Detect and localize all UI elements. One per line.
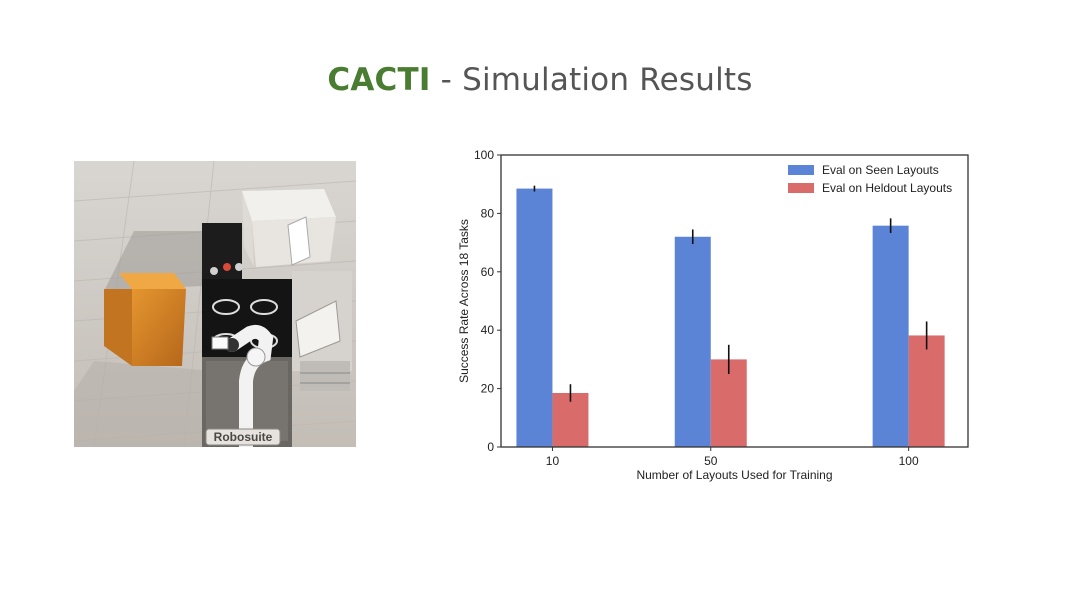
x-tick-label: 10 — [546, 454, 560, 468]
back-cabinet — [202, 223, 242, 279]
robosuite-watermark: Robosuite — [214, 430, 273, 444]
y-tick-label: 100 — [474, 148, 494, 162]
y-tick-label: 40 — [481, 323, 495, 337]
simulation-screenshot: Robosuite — [74, 161, 356, 447]
bar-seen-50 — [674, 236, 711, 447]
bar-seen-10 — [516, 188, 553, 447]
bars-layer — [516, 185, 945, 447]
bar-heldout-10 — [552, 392, 589, 447]
legend-label: Eval on Seen Layouts — [822, 163, 939, 177]
slide-title: CACTI - Simulation Results — [0, 62, 1080, 98]
title-rest: - Simulation Results — [430, 62, 753, 98]
y-tick-label: 20 — [481, 382, 495, 396]
legend: Eval on Seen Layouts Eval on Heldout Layo… — [788, 163, 952, 195]
robot-gripper — [211, 336, 229, 350]
y-tick-label: 60 — [481, 265, 495, 279]
bar-seen-100 — [872, 225, 909, 447]
robot-arm — [225, 324, 274, 447]
title-accent: CACTI — [327, 62, 431, 98]
wooden-box — [132, 289, 186, 366]
y-axis-label: Success Rate Across 18 Tasks — [457, 219, 471, 383]
y-tick-label: 0 — [487, 440, 494, 454]
legend-swatch — [788, 165, 814, 175]
bar-heldout-100 — [908, 335, 945, 447]
axes-layer: 0 20 40 60 80 100 10 50 100 Number of Layouts Use… — [457, 148, 969, 482]
upper-cabinet — [242, 189, 336, 221]
legend-swatch — [788, 183, 814, 193]
x-tick-label: 50 — [704, 454, 718, 468]
plot-frame — [500, 154, 969, 448]
kitchen-scene-illustration: Robosuite — [74, 161, 356, 447]
wooden-box-top — [119, 273, 186, 289]
x-tick-label: 100 — [899, 454, 919, 468]
x-axis-label: Number of Layouts Used for Training — [636, 468, 832, 482]
bar-chart: 0 20 40 60 80 100 10 50 100 Number of Layouts Use… — [457, 148, 969, 482]
legend-label: Eval on Heldout Layouts — [822, 181, 952, 195]
results-chart: 0 20 40 60 80 100 10 50 100 Number of Layouts Use… — [440, 140, 1000, 490]
y-tick-label: 80 — [481, 206, 495, 220]
